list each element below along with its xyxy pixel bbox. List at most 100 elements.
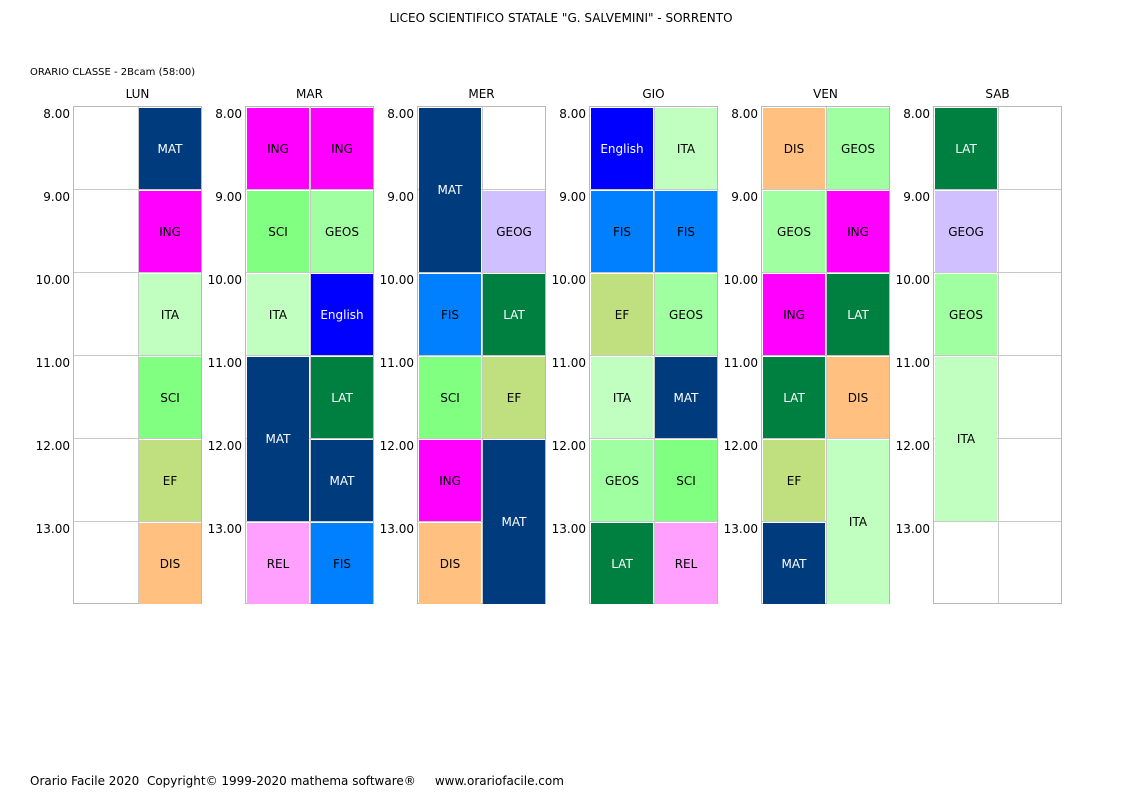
- copyright-text: Orario Facile 2020 Copyright© 1999-2020 …: [30, 774, 416, 788]
- day-column-mer: MAT GEOG FIS LAT SCI EF ING MAT DIS: [417, 106, 546, 604]
- lesson-cell-ita[interactable]: ITA: [247, 274, 309, 355]
- hour-label: 8.00: [903, 107, 930, 121]
- day-label-mer: MER: [468, 87, 495, 101]
- hour-label: 13.00: [207, 522, 242, 536]
- lesson-cell-mat[interactable]: MAT: [483, 440, 545, 604]
- day-label-mar: MAR: [296, 87, 323, 101]
- lesson-cell-lat[interactable]: LAT: [763, 357, 825, 438]
- lesson-cell-lat[interactable]: LAT: [935, 108, 997, 189]
- hour-label: 13.00: [379, 522, 414, 536]
- lesson-cell-ing[interactable]: ING: [311, 108, 373, 189]
- grid-line: [74, 189, 201, 190]
- lesson-cell-geos[interactable]: GEOS: [827, 108, 889, 189]
- hour-label: 10.00: [551, 273, 586, 287]
- lesson-cell-sci[interactable]: SCI: [139, 357, 201, 438]
- lesson-cell-dis[interactable]: DIS: [763, 108, 825, 189]
- lesson-cell-ita[interactable]: ITA: [655, 108, 717, 189]
- lesson-cell-sci[interactable]: SCI: [655, 440, 717, 521]
- lesson-cell-ita[interactable]: ITA: [591, 357, 653, 438]
- lesson-cell-ing[interactable]: ING: [247, 108, 309, 189]
- lesson-cell-ing[interactable]: ING: [827, 191, 889, 272]
- hour-label: 10.00: [895, 273, 930, 287]
- grid-line: [934, 438, 1061, 439]
- day-column-gio: English ITA FIS FIS EF GEOS ITA MAT GEOS SCI LAT RE…: [589, 106, 718, 604]
- lesson-cell-dis[interactable]: DIS: [139, 523, 201, 604]
- grid-line: [590, 189, 717, 190]
- grid-line: [246, 438, 373, 439]
- grid-line: [590, 438, 717, 439]
- lesson-cell-sci[interactable]: SCI: [247, 191, 309, 272]
- lesson-cell-fis[interactable]: FIS: [655, 191, 717, 272]
- hour-label: 12.00: [723, 439, 758, 453]
- lesson-cell-ing[interactable]: ING: [763, 274, 825, 355]
- lesson-cell-english[interactable]: English: [311, 274, 373, 355]
- lesson-cell-geog[interactable]: GEOG: [935, 191, 997, 272]
- hour-label: 10.00: [35, 273, 70, 287]
- lesson-cell-fis[interactable]: FIS: [591, 191, 653, 272]
- day-column-lun: MAT ING ITA SCI EF DIS: [73, 106, 202, 604]
- hour-label: 10.00: [207, 273, 242, 287]
- hour-label: 9.00: [387, 190, 414, 204]
- lesson-cell-geos[interactable]: GEOS: [935, 274, 997, 355]
- grid-line: [74, 521, 201, 522]
- lesson-cell-mat[interactable]: MAT: [763, 523, 825, 604]
- lesson-cell-fis[interactable]: FIS: [311, 523, 373, 604]
- lesson-cell-lat[interactable]: LAT: [483, 274, 545, 355]
- grid-line: [482, 107, 483, 603]
- lesson-cell-fis[interactable]: FIS: [419, 274, 481, 355]
- lesson-cell-ef[interactable]: EF: [139, 440, 201, 521]
- grid-line: [310, 107, 311, 603]
- lesson-cell-geos[interactable]: GEOS: [655, 274, 717, 355]
- lesson-cell-mat[interactable]: MAT: [311, 440, 373, 521]
- lesson-cell-english[interactable]: English: [591, 108, 653, 189]
- lesson-cell-ita[interactable]: ITA: [827, 440, 889, 604]
- lesson-cell-mat[interactable]: MAT: [247, 357, 309, 521]
- grid-line: [74, 272, 201, 273]
- lesson-cell-ita[interactable]: ITA: [139, 274, 201, 355]
- lesson-cell-lat[interactable]: LAT: [591, 523, 653, 604]
- lesson-cell-geos[interactable]: GEOS: [763, 191, 825, 272]
- grid-line: [934, 189, 1061, 190]
- lesson-cell-ef[interactable]: EF: [591, 274, 653, 355]
- grid-line: [418, 438, 545, 439]
- day-label-gio: GIO: [642, 87, 665, 101]
- hour-label: 13.00: [723, 522, 758, 536]
- day-column-sab: LAT GEOG GEOS ITA: [933, 106, 1062, 604]
- lesson-cell-ita[interactable]: ITA: [935, 357, 997, 521]
- lesson-cell-ing[interactable]: ING: [139, 191, 201, 272]
- day-label-sab: SAB: [985, 87, 1010, 101]
- lesson-cell-rel[interactable]: REL: [247, 523, 309, 604]
- hour-label: 11.00: [35, 356, 70, 370]
- grid-line: [762, 189, 889, 190]
- website-link[interactable]: www.orariofacile.com: [434, 774, 564, 788]
- lesson-cell-dis[interactable]: DIS: [419, 523, 481, 604]
- hour-label: 13.00: [895, 522, 930, 536]
- lesson-cell-mat[interactable]: MAT: [139, 108, 201, 189]
- lesson-cell-ing[interactable]: ING: [419, 440, 481, 521]
- hour-label: 10.00: [379, 273, 414, 287]
- lesson-cell-geog[interactable]: GEOG: [483, 191, 545, 272]
- lesson-cell-ef[interactable]: EF: [483, 357, 545, 438]
- page-title: LICEO SCIENTIFICO STATALE "G. SALVEMINI"…: [389, 11, 733, 25]
- lesson-cell-mat[interactable]: MAT: [655, 357, 717, 438]
- hour-label: 8.00: [215, 107, 242, 121]
- lesson-cell-lat[interactable]: LAT: [827, 274, 889, 355]
- grid-line: [934, 355, 1061, 356]
- lesson-cell-rel[interactable]: REL: [655, 523, 717, 604]
- lesson-cell-geos[interactable]: GEOS: [311, 191, 373, 272]
- day-label-ven: VEN: [813, 87, 838, 101]
- hour-label: 12.00: [35, 439, 70, 453]
- hour-label: 9.00: [903, 190, 930, 204]
- lesson-cell-lat[interactable]: LAT: [311, 357, 373, 438]
- lesson-cell-dis[interactable]: DIS: [827, 357, 889, 438]
- grid-line: [418, 355, 545, 356]
- lesson-cell-mat[interactable]: MAT: [419, 108, 481, 272]
- hour-label: 8.00: [387, 107, 414, 121]
- lesson-cell-geos[interactable]: GEOS: [591, 440, 653, 521]
- grid-line: [826, 107, 827, 603]
- hour-label: 11.00: [207, 356, 242, 370]
- grid-line: [590, 521, 717, 522]
- lesson-cell-sci[interactable]: SCI: [419, 357, 481, 438]
- lesson-cell-ef[interactable]: EF: [763, 440, 825, 521]
- hour-label: 13.00: [551, 522, 586, 536]
